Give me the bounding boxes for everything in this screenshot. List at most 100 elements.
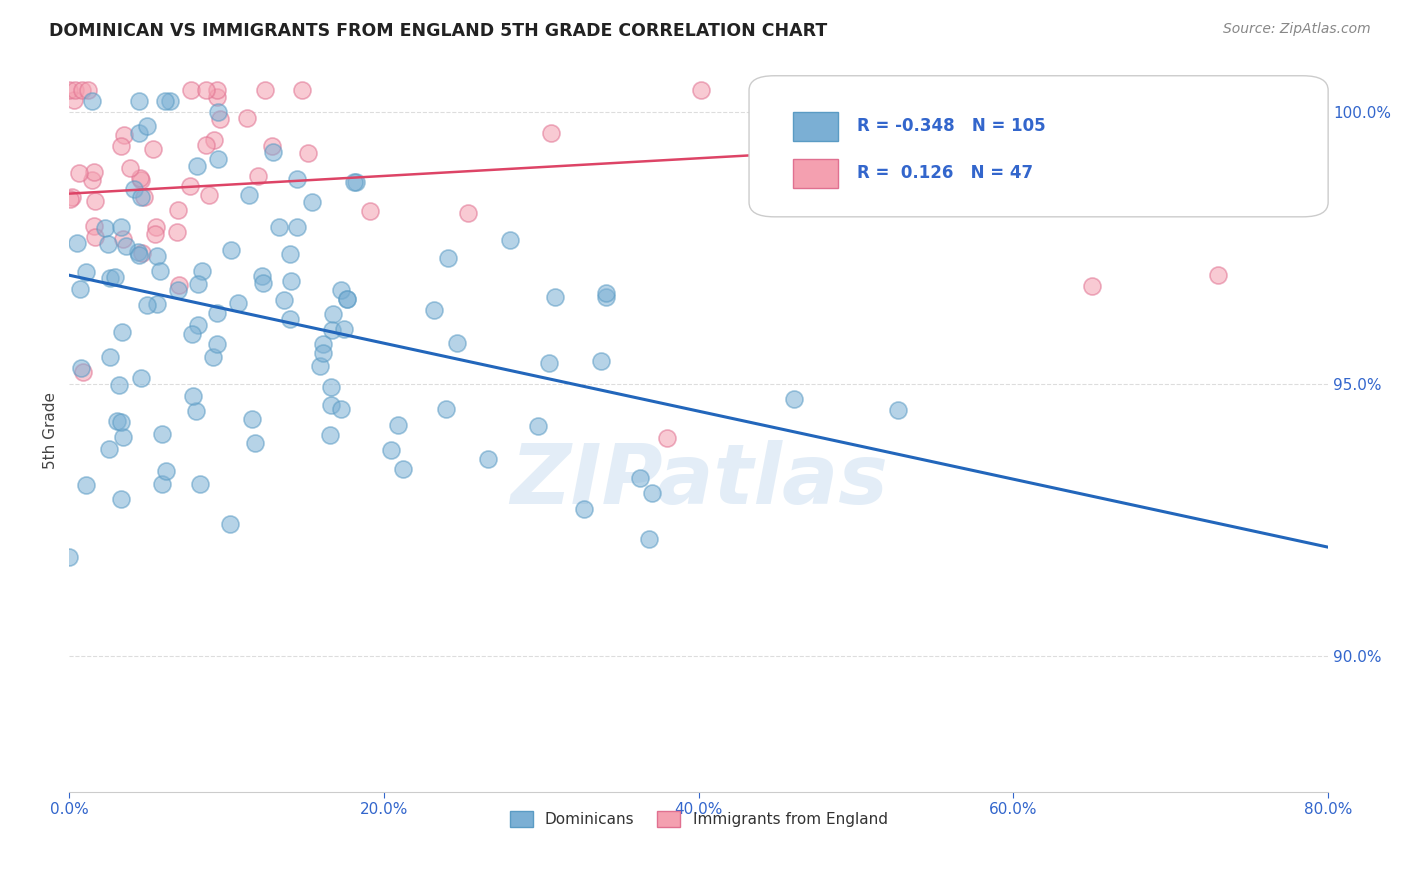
Point <box>128 248 150 262</box>
Point <box>105 414 128 428</box>
Point <box>134 190 156 204</box>
Point <box>544 289 567 303</box>
Point <box>572 502 595 516</box>
Point <box>150 477 173 491</box>
Point <box>273 293 295 307</box>
Point <box>142 142 165 156</box>
Point <box>98 442 121 456</box>
Text: Source: ZipAtlas.com: Source: ZipAtlas.com <box>1223 22 1371 37</box>
Point <box>359 203 381 218</box>
Point <box>94 221 117 235</box>
Point <box>1206 268 1229 283</box>
Point <box>238 188 260 202</box>
Point <box>309 359 332 373</box>
Point <box>262 145 284 159</box>
Legend: Dominicans, Immigrants from England: Dominicans, Immigrants from England <box>502 804 896 835</box>
Point <box>127 244 149 259</box>
Point <box>166 202 188 217</box>
Point <box>336 292 359 306</box>
Point <box>131 246 153 260</box>
Point <box>330 283 353 297</box>
Point <box>103 270 125 285</box>
Point <box>110 415 132 429</box>
Point <box>166 225 188 239</box>
Point <box>59 192 82 206</box>
Point <box>76 83 98 97</box>
Point <box>128 171 150 186</box>
Point <box>114 238 136 252</box>
Point <box>246 169 269 183</box>
Point <box>180 83 202 97</box>
Point <box>527 418 550 433</box>
Point <box>122 182 145 196</box>
Point <box>205 337 228 351</box>
Point <box>205 90 228 104</box>
Point <box>235 112 257 126</box>
Point <box>278 311 301 326</box>
Y-axis label: 5th Grade: 5th Grade <box>44 392 58 468</box>
Point <box>280 246 302 260</box>
Point <box>343 175 366 189</box>
Point <box>108 377 131 392</box>
Text: R =  0.126   N = 47: R = 0.126 N = 47 <box>858 164 1033 183</box>
Point <box>499 233 522 247</box>
Point <box>434 401 457 416</box>
Point <box>260 139 283 153</box>
Point <box>640 486 662 500</box>
Point <box>152 426 174 441</box>
Point <box>111 232 134 246</box>
Point <box>98 350 121 364</box>
Point <box>69 360 91 375</box>
Point <box>657 431 679 445</box>
Point <box>690 83 713 97</box>
Point <box>146 249 169 263</box>
FancyBboxPatch shape <box>793 112 838 141</box>
Point <box>312 337 335 351</box>
Point <box>129 190 152 204</box>
Point <box>169 278 191 293</box>
Point <box>391 462 413 476</box>
Point <box>98 271 121 285</box>
Point <box>319 427 342 442</box>
Point <box>240 412 263 426</box>
Point <box>181 327 204 342</box>
Point <box>58 83 80 97</box>
Point <box>129 173 152 187</box>
Point <box>128 94 150 108</box>
Point <box>198 188 221 202</box>
Point <box>387 418 409 433</box>
Point <box>540 126 562 140</box>
Point <box>207 152 229 166</box>
Point <box>267 220 290 235</box>
Point <box>179 179 201 194</box>
Point <box>84 194 107 208</box>
Point <box>112 128 135 142</box>
Point <box>477 452 499 467</box>
Point <box>628 471 651 485</box>
Point <box>226 296 249 310</box>
Point <box>80 94 103 108</box>
Point <box>67 166 90 180</box>
Point <box>135 120 157 134</box>
Point <box>112 430 135 444</box>
Point <box>595 290 617 304</box>
Point <box>457 205 479 219</box>
Text: ZIPatlas: ZIPatlas <box>510 441 887 522</box>
Point <box>110 220 132 235</box>
Point <box>83 165 105 179</box>
FancyBboxPatch shape <box>749 76 1329 217</box>
Point <box>301 195 323 210</box>
Point <box>202 133 225 147</box>
Point <box>297 145 319 160</box>
Point <box>202 350 225 364</box>
Point <box>181 389 204 403</box>
Point <box>208 112 231 126</box>
Point <box>437 251 460 265</box>
Point <box>110 491 132 506</box>
Point <box>330 402 353 417</box>
Point <box>207 105 229 120</box>
Point <box>111 325 134 339</box>
Point <box>155 464 177 478</box>
Point <box>190 263 212 277</box>
FancyBboxPatch shape <box>793 159 838 188</box>
